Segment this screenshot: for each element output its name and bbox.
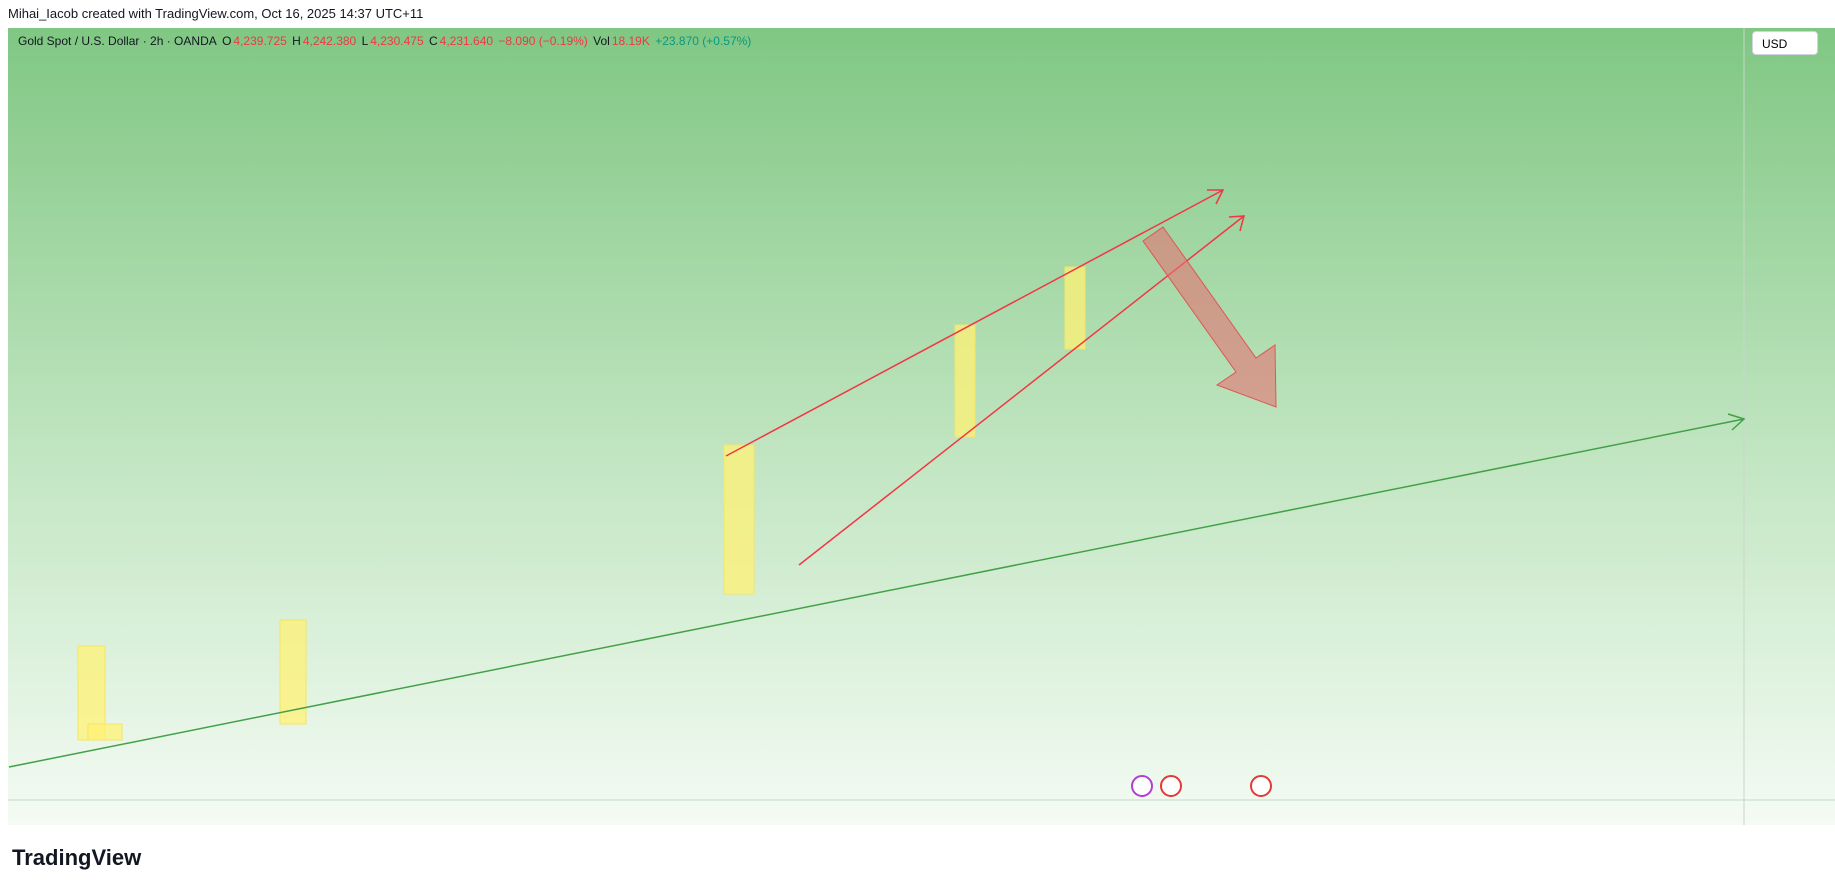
channel-arrowhead: [1228, 215, 1245, 232]
event-icon[interactable]: [1131, 775, 1153, 797]
legend-key: C: [428, 34, 438, 48]
legend-value: 4,231.640: [439, 34, 494, 48]
symbol: Gold Spot / U.S. Dollar · 2h · OANDA: [18, 34, 217, 48]
projection-arrow: [1142, 226, 1277, 408]
legend-key: O: [222, 34, 232, 48]
event-icon[interactable]: [1160, 775, 1182, 797]
highlight-box: [1064, 266, 1086, 350]
legend-key: Vol: [593, 34, 610, 48]
highlight-box: [279, 619, 307, 725]
trend-arrowhead: [1727, 413, 1746, 431]
legend-key: L: [361, 34, 369, 48]
channel-arrowhead: [1207, 189, 1225, 205]
event-icon[interactable]: [1250, 775, 1272, 797]
legend-key: H: [292, 34, 301, 48]
highlight-box: [723, 444, 755, 595]
currency-button[interactable]: USD: [1752, 31, 1818, 55]
legend-value: 4,230.475: [370, 34, 424, 48]
credit: Mihai_Iacob created with TradingView.com…: [8, 6, 424, 21]
drawings: [8, 189, 1746, 797]
chart-background: [8, 28, 1835, 825]
legend-value: 4,242.380: [302, 34, 357, 48]
legend-change: +23.870 (+0.57%): [655, 34, 752, 48]
symbol-legend: Gold Spot / U.S. Dollar · 2h · OANDA O 4,…: [18, 34, 753, 48]
legend-value: 4,239.725: [233, 34, 287, 48]
legend-change: −8.090 (−0.19%): [498, 34, 588, 48]
trend-line: [8, 418, 1745, 768]
channel-line: [725, 189, 1224, 457]
legend-value: 18.19K: [611, 34, 650, 48]
highlight-box: [954, 324, 976, 438]
logo: TradingView: [12, 845, 142, 870]
drawings: [77, 266, 1086, 741]
highlight-box: [87, 723, 123, 741]
